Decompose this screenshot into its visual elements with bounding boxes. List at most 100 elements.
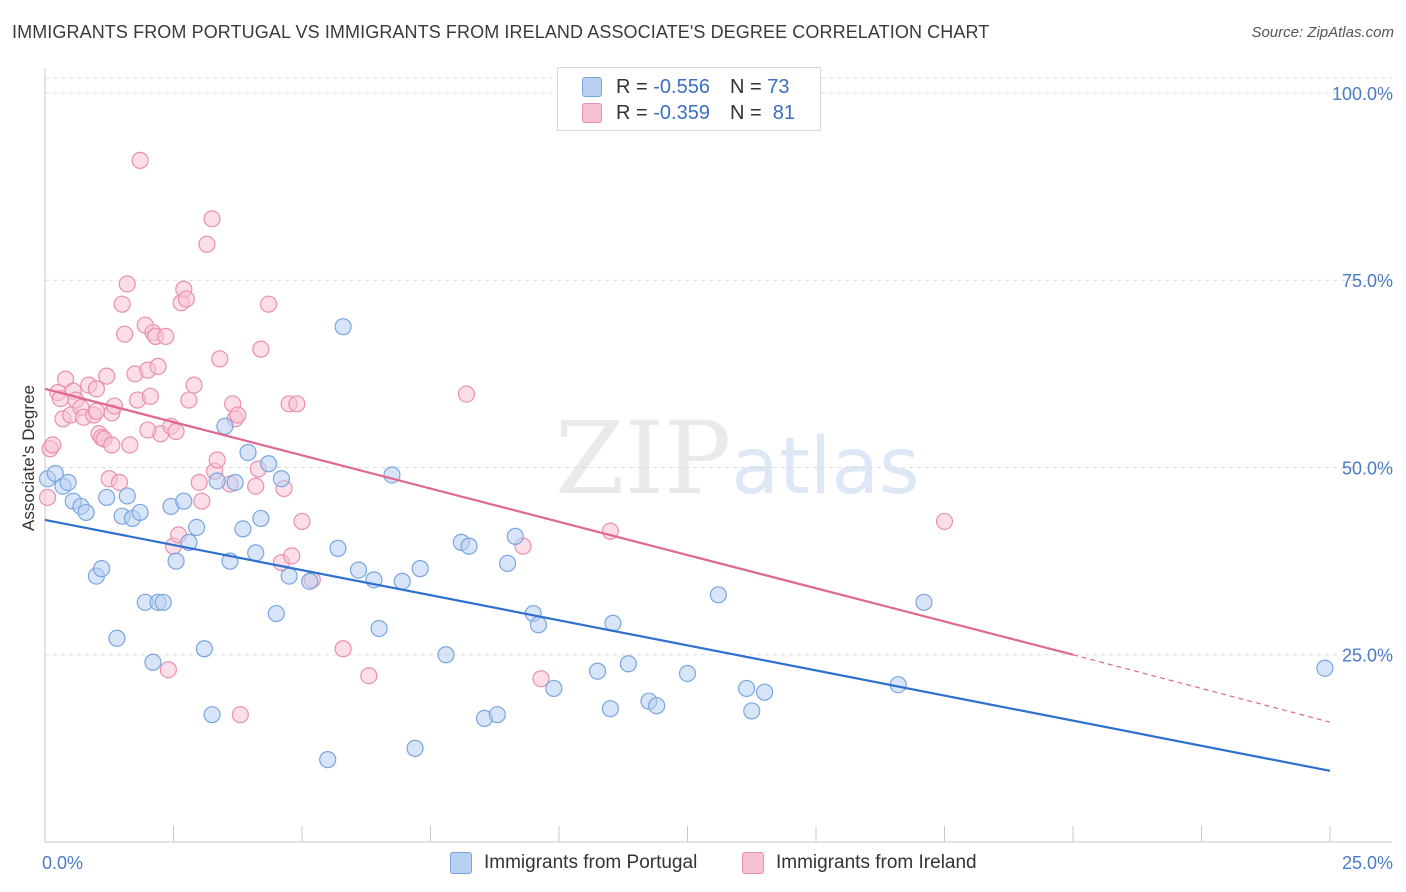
data-point-portugal (77, 503, 95, 522)
data-point-ireland (118, 275, 136, 293)
data-point-portugal (167, 552, 185, 570)
data-point-ireland (457, 385, 476, 403)
data-point-portugal (329, 539, 347, 557)
data-point-portugal (195, 640, 213, 658)
legend-r-value-portugal: -0.556 (653, 75, 710, 98)
data-point-portugal (437, 646, 455, 664)
legend-n-label: N = (729, 101, 762, 124)
series-legend-portugal[interactable]: Immigrants from Portugal (450, 852, 697, 874)
data-point-portugal (259, 455, 278, 473)
trend-line-extension-ireland (1072, 654, 1331, 723)
data-point-portugal (488, 706, 506, 724)
data-point-portugal (280, 567, 298, 585)
data-point-ireland (229, 406, 247, 424)
data-point-ireland (203, 210, 221, 228)
data-point-portugal (175, 492, 193, 510)
data-point-ireland (231, 706, 249, 724)
data-point-ireland (98, 367, 116, 385)
data-point-ireland (532, 670, 550, 688)
series-label-portugal: Immigrants from Portugal (484, 852, 698, 873)
data-point-portugal (118, 487, 136, 505)
data-point-portugal (154, 593, 172, 611)
data-point-portugal (203, 706, 221, 724)
data-point-portugal (272, 470, 291, 488)
watermark-zip: ZIP (555, 400, 732, 517)
data-point-ireland (121, 436, 139, 454)
data-point-portugal (1316, 659, 1334, 677)
data-point-ireland (177, 290, 195, 308)
data-point-portugal (743, 702, 761, 720)
data-point-portugal (370, 619, 388, 638)
data-point-ireland (293, 512, 311, 531)
y-tick-label: 25.0% (1342, 646, 1393, 666)
legend-r-label: R = (616, 75, 648, 98)
legend-row-portugal: R = -0.556 N = 73 (582, 75, 789, 99)
chart-source: Source: ZipAtlas.com (1251, 24, 1394, 41)
correlation-legend: R = -0.556 N = 73 R = -0.359 N = 81 (557, 67, 821, 131)
data-point-portugal (738, 679, 756, 698)
data-point-ireland (141, 387, 159, 405)
series-label-ireland: Immigrants from Ireland (776, 852, 977, 873)
data-point-portugal (59, 473, 77, 492)
trend-line-portugal (44, 518, 1331, 772)
x-tick-label: 25.0% (1342, 853, 1393, 873)
data-point-ireland (157, 327, 175, 346)
data-point-portugal (648, 697, 666, 715)
data-point-portugal (460, 537, 478, 555)
legend-swatch-ireland (582, 103, 602, 123)
data-point-ireland (56, 370, 75, 388)
data-point-ireland (139, 421, 157, 439)
data-point-ireland (208, 451, 226, 469)
data-point-portugal (46, 464, 64, 483)
data-point-ireland (360, 667, 378, 685)
data-point-ireland (180, 391, 198, 409)
data-point-ireland (198, 235, 216, 253)
trend-line-ireland (44, 387, 1074, 656)
data-point-portugal (131, 503, 149, 522)
data-point-portugal (588, 662, 607, 680)
legend-n-value-portugal: 73 (767, 75, 790, 98)
data-point-portugal (601, 700, 620, 718)
data-point-ireland (116, 325, 134, 343)
series-swatch-portugal (450, 852, 472, 874)
chart-title: IMMIGRANTS FROM PORTUGAL VS IMMIGRANTS F… (12, 22, 990, 42)
legend-n-label: N = (729, 75, 762, 98)
data-point-portugal (499, 554, 517, 572)
data-point-ireland (211, 350, 229, 368)
data-point-portugal (216, 417, 234, 435)
data-point-ireland (131, 151, 149, 169)
data-point-portugal (239, 443, 257, 462)
data-point-ireland (159, 661, 177, 679)
legend-r-value-ireland: -0.359 (653, 101, 710, 124)
y-tick-label: 50.0% (1342, 458, 1393, 478)
series-legend: Immigrants from Portugal Immigrants from… (0, 852, 1406, 878)
data-point-portugal (301, 572, 319, 590)
data-point-portugal (506, 527, 524, 546)
data-point-portugal (619, 655, 637, 673)
data-point-portugal (92, 560, 111, 578)
data-point-portugal (319, 751, 337, 769)
data-point-ireland (252, 340, 270, 358)
data-point-portugal (208, 472, 226, 490)
data-point-portugal (108, 629, 126, 647)
data-point-ireland (190, 473, 208, 492)
data-point-portugal (188, 518, 206, 537)
legend-swatch-portugal (582, 77, 602, 97)
data-point-portugal (98, 488, 116, 507)
data-point-ireland (288, 395, 306, 413)
data-point-ireland (38, 488, 57, 507)
data-point-portugal (349, 561, 368, 579)
series-legend-ireland[interactable]: Immigrants from Ireland (742, 852, 977, 874)
data-point-portugal (411, 560, 429, 578)
data-point-portugal (406, 739, 424, 757)
data-point-ireland (247, 477, 265, 495)
y-tick-label: 100.0% (1332, 84, 1393, 104)
data-point-ireland (149, 357, 167, 375)
series-swatch-ireland (742, 852, 764, 874)
data-point-ireland (103, 436, 121, 454)
data-point-portugal (334, 318, 352, 336)
data-point-ireland (167, 422, 185, 441)
data-point-ireland (110, 473, 129, 492)
data-point-portugal (393, 572, 411, 590)
data-point-ireland (193, 492, 211, 510)
